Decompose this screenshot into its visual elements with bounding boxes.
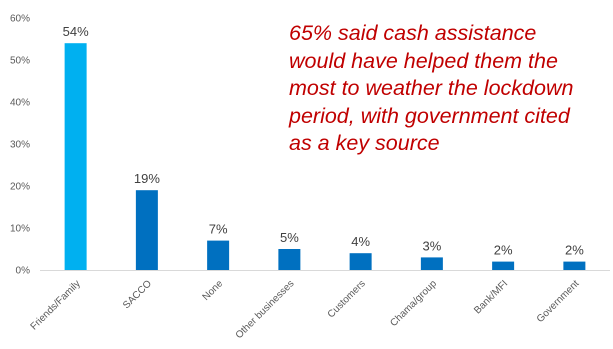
bar (278, 249, 301, 270)
y-tick-label: 10% (10, 224, 30, 235)
y-axis: 0% 10% 20% 30% 40% 50% 60% (10, 14, 30, 277)
category-label: Other businesses (234, 278, 297, 341)
y-tick-label: 30% (10, 140, 30, 151)
data-label: 2% (565, 243, 584, 258)
category-label: Government (535, 278, 582, 325)
y-tick-label: 40% (10, 98, 30, 109)
data-label: 19% (134, 171, 160, 186)
data-label: 4% (351, 234, 370, 249)
bar (207, 240, 230, 270)
data-label: 2% (494, 243, 513, 258)
chart-annotation: 65% said cash assistance would have help… (289, 21, 574, 155)
bar (492, 261, 515, 270)
category-label: SACCO (121, 278, 154, 311)
data-label: 5% (280, 230, 299, 245)
category-label: Bank/MFI (472, 278, 510, 316)
bar (563, 261, 586, 270)
bar (64, 43, 87, 271)
data-label: 7% (209, 222, 228, 237)
category-label: None (201, 278, 226, 303)
data-label: 54% (63, 24, 89, 39)
y-tick-label: 20% (10, 182, 30, 193)
category-labels: Friends/Family SACCO None Other businesses C… (29, 278, 582, 341)
data-label: 3% (422, 238, 441, 253)
y-tick-label: 50% (10, 56, 30, 67)
category-label: Friends/Family (29, 278, 83, 332)
bar (349, 253, 372, 270)
bars (64, 43, 586, 271)
y-tick-label: 0% (16, 266, 31, 277)
category-label: Chama/group (388, 278, 439, 329)
bar (135, 190, 158, 270)
category-label: Customers (326, 278, 368, 320)
y-tick-label: 60% (10, 14, 30, 25)
data-labels: 54% 19% 7% 5% 4% 3% 2% 2% (63, 24, 585, 257)
bar (420, 257, 443, 270)
